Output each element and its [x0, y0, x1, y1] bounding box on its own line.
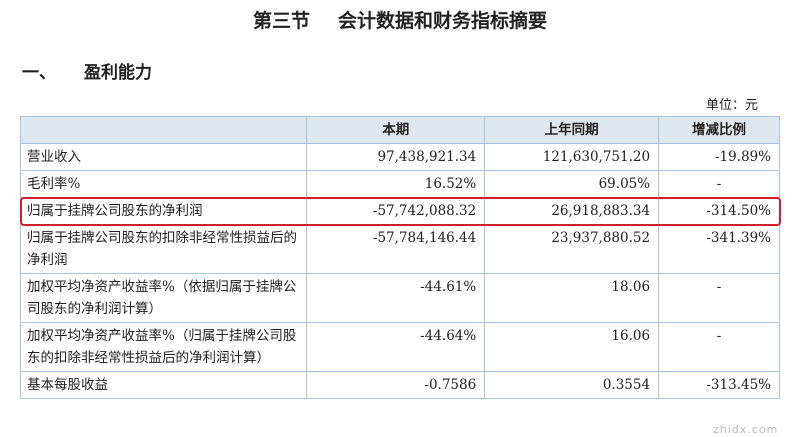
current-value: 97,438,921.34	[306, 143, 486, 171]
table-body: 营业收入 97,438,921.34 121,630,751.20 -19.89% 毛利…	[19, 143, 780, 399]
current-value: 16.52%	[306, 170, 486, 198]
row-label: 归属于挂牌公司股东的净利润	[19, 197, 308, 225]
row-label: 归属于挂牌公司股东的扣除非经常性损益后的净利润	[19, 224, 308, 274]
change-value: -313.45%	[658, 371, 780, 399]
prior-value: 26,918,883.34	[484, 197, 660, 225]
current-value: -44.61%	[306, 273, 486, 323]
current-value: -57,784,146.44	[306, 224, 486, 274]
change-value: -	[658, 273, 780, 323]
change-value: -19.89%	[658, 143, 780, 171]
prior-value: 121,630,751.20	[484, 143, 660, 171]
heading-text: 盈利能力	[84, 63, 152, 83]
change-value: -	[658, 170, 780, 198]
heading-number: 一、	[22, 63, 56, 83]
current-value: -57,742,088.32	[306, 197, 486, 225]
row-label: 毛利率%	[19, 170, 308, 198]
unit-label: 单位：元	[705, 98, 758, 113]
change-value: -314.50%	[658, 197, 780, 225]
change-value: -	[658, 322, 780, 372]
header-change: 增减比例	[658, 116, 780, 144]
table-row: 毛利率% 16.52% 69.05% -	[19, 170, 780, 198]
table-row: 归属于挂牌公司股东的净利润 -57,742,088.32 26,918,883.34…	[19, 197, 780, 225]
section-number: 第三节	[252, 10, 310, 32]
section-name: 会计数据和财务指标摘要	[338, 10, 548, 32]
subsection-heading: 一、 盈利能力	[22, 58, 152, 83]
table-row: 归属于挂牌公司股东的扣除非经常性损益后的净利润 -57,784,146.44 23,…	[19, 224, 780, 274]
prior-value: 16.06	[484, 322, 660, 372]
row-label: 加权平均净资产收益率%（依据归属于挂牌公司股东的净利润计算）	[19, 273, 308, 323]
profitability-table: 本期 上年同期 增减比例 营业收入 97,438,921.34 121,630,75…	[19, 116, 780, 399]
header-current: 本期	[306, 116, 486, 144]
prior-value: 23,937,880.52	[484, 224, 660, 274]
header-prior: 上年同期	[484, 116, 660, 144]
prior-value: 0.3554	[484, 371, 660, 399]
current-value: -0.7586	[306, 371, 486, 399]
table-row: 加权平均净资产收益率%（依据归属于挂牌公司股东的净利润计算） -44.61% 18.…	[19, 273, 780, 323]
prior-value: 69.05%	[484, 170, 660, 198]
current-value: -44.64%	[306, 322, 486, 372]
watermark: zhidx.com	[713, 423, 779, 436]
table-header-row: 本期 上年同期 增减比例	[19, 116, 780, 144]
row-label: 基本每股收益	[19, 371, 308, 399]
row-label: 加权平均净资产收益率%（归属于挂牌公司股东的扣除非经常性损益后的净利润计算）	[19, 322, 308, 372]
table-row: 营业收入 97,438,921.34 121,630,751.20 -19.89%	[19, 143, 780, 171]
header-item	[19, 116, 308, 144]
table-row: 加权平均净资产收益率%（归属于挂牌公司股东的扣除非经常性损益后的净利润计算） -4…	[19, 322, 780, 372]
row-label: 营业收入	[19, 143, 308, 171]
page-title: 第三节 会计数据和财务指标摘要	[0, 6, 800, 33]
prior-value: 18.06	[484, 273, 660, 323]
change-value: -341.39%	[658, 224, 780, 274]
table-row: 基本每股收益 -0.7586 0.3554 -313.45%	[19, 371, 780, 399]
